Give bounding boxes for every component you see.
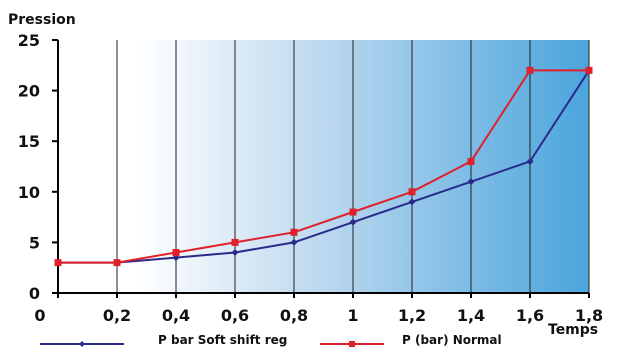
series-line-0 [58, 69, 590, 264]
grid-lines [116, 40, 590, 293]
x-axis-title: Temps [548, 322, 598, 338]
x-tick-label: 1 [347, 306, 358, 325]
data-point [290, 228, 298, 236]
x-tick-label: 0 [34, 306, 45, 325]
data-point [349, 218, 357, 226]
legend-label-soft-shift: P bar Soft shift reg [158, 333, 287, 347]
data-point [231, 249, 239, 257]
series-lines [54, 66, 593, 267]
data-point [54, 259, 62, 267]
legend-marker-normal [349, 341, 355, 347]
data-point [113, 259, 121, 267]
data-point [172, 249, 180, 257]
x-tick-label: 0,6 [221, 306, 249, 325]
x-tick-label: 0,2 [103, 306, 131, 325]
y-tick-label: 20 [18, 82, 40, 101]
data-point [408, 198, 416, 206]
x-tick-label: 1,6 [516, 306, 544, 325]
data-point [526, 66, 534, 74]
series-line-1 [58, 69, 589, 264]
axes [52, 39, 590, 298]
y-tick-label: 25 [18, 31, 40, 50]
x-tick-label: 0,4 [162, 306, 190, 325]
legend-label-normal: P (bar) Normal [402, 333, 502, 347]
data-point [526, 157, 534, 165]
legend: P bar Soft shift reg P (bar) Normal [40, 333, 502, 347]
data-point [408, 188, 416, 196]
x-tick-label: 1,2 [398, 306, 426, 325]
data-point [467, 157, 475, 165]
y-tick-label: 5 [29, 233, 40, 252]
y-axis-title: Pression [8, 12, 76, 28]
data-point [290, 238, 298, 246]
plot-background [58, 40, 589, 293]
data-point [231, 238, 239, 246]
legend-marker-soft-shift [79, 341, 85, 347]
data-point [585, 66, 593, 74]
x-tick-label: 1,8 [575, 306, 603, 325]
y-tick-label: 15 [18, 132, 40, 151]
y-tick-label: 0 [29, 284, 40, 303]
data-point [349, 208, 357, 216]
tick-labels: 0 5 10 15 20 25 0 0,2 0,4 0,6 0,8 1 1,2 1,4 1,6 1,8 [18, 31, 603, 325]
x-tick-label: 1,4 [457, 306, 485, 325]
x-tick-label: 0,8 [280, 306, 308, 325]
data-point [467, 178, 475, 186]
y-tick-label: 10 [18, 183, 40, 202]
